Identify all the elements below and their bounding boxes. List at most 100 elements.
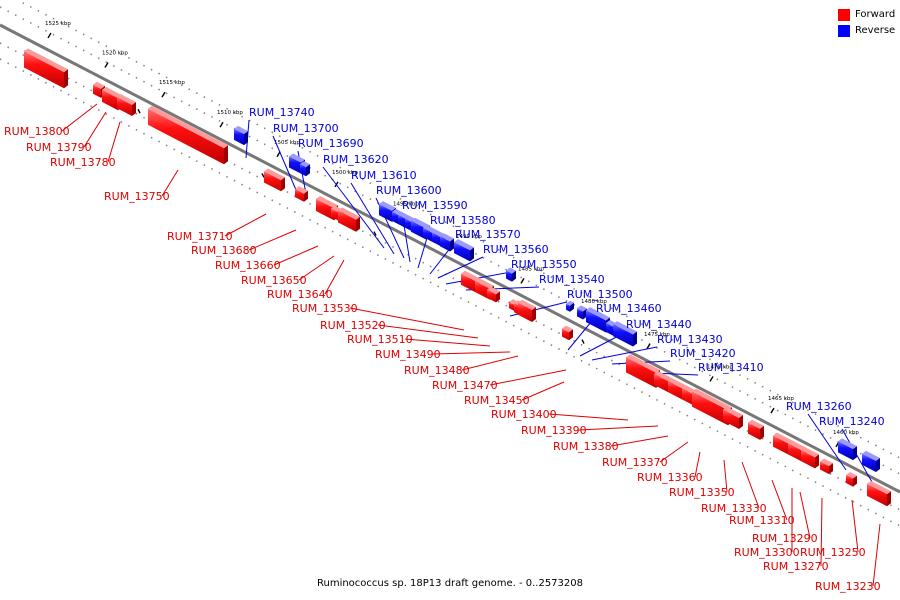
- forward-gene[interactable]: [487, 286, 500, 303]
- gene-leader-line: [741, 461, 760, 509]
- reverse-gene[interactable]: [506, 267, 516, 282]
- gene-top-face: [801, 447, 819, 458]
- reverse-gene[interactable]: [838, 438, 857, 461]
- gene-label[interactable]: RUM_13230: [815, 580, 881, 593]
- gene-label[interactable]: RUM_13690: [298, 137, 364, 150]
- gene-label[interactable]: RUM_13520: [320, 319, 386, 332]
- reverse-gene[interactable]: [300, 161, 310, 177]
- gene-label[interactable]: RUM_13580: [430, 214, 496, 227]
- gene-front-face: [506, 270, 512, 282]
- gene-front-face: [234, 128, 244, 146]
- gene-label[interactable]: RUM_13590: [402, 199, 468, 212]
- gene-top-face: [148, 105, 228, 149]
- gene-label[interactable]: RUM_13310: [729, 514, 795, 527]
- gene-label[interactable]: RUM_13350: [669, 486, 735, 499]
- gene-label[interactable]: RUM_13370: [602, 456, 668, 469]
- gene-label[interactable]: RUM_13610: [351, 169, 417, 182]
- tick-mark: [276, 151, 281, 158]
- gene-label[interactable]: RUM_13470: [432, 379, 498, 392]
- gene-top-face: [838, 438, 857, 450]
- forward-gene[interactable]: [846, 471, 857, 487]
- gene-front-face: [518, 302, 532, 323]
- forward-gene[interactable]: [748, 419, 764, 440]
- forward-gene[interactable]: [24, 48, 68, 89]
- gene-label[interactable]: RUM_13500: [567, 288, 633, 301]
- gene-label[interactable]: RUM_13330: [701, 502, 767, 515]
- gene-label[interactable]: RUM_13710: [167, 230, 233, 243]
- gene-label[interactable]: RUM_13550: [511, 258, 577, 271]
- reverse-gene[interactable]: [577, 305, 587, 320]
- legend-reverse-swatch: [838, 25, 850, 37]
- gene-label[interactable]: RUM_13570: [455, 228, 521, 241]
- gene-label[interactable]: RUM_13300: [734, 546, 800, 559]
- reverse-gene[interactable]: [440, 233, 454, 252]
- gene-label[interactable]: RUM_13430: [657, 333, 723, 346]
- gene-label[interactable]: RUM_13650: [241, 274, 307, 287]
- forward-gene[interactable]: [93, 81, 105, 98]
- forward-gene[interactable]: [820, 458, 833, 475]
- gene-front-face: [93, 84, 101, 98]
- gene-leader-line: [404, 338, 491, 347]
- gene-label[interactable]: RUM_13740: [249, 106, 315, 119]
- gene-label[interactable]: RUM_13360: [637, 471, 703, 484]
- gene-label[interactable]: RUM_13480: [404, 364, 470, 377]
- gene-label[interactable]: RUM_13660: [215, 259, 281, 272]
- gene-label[interactable]: RUM_13560: [483, 243, 549, 256]
- gene-top-face: [668, 378, 688, 390]
- gene-front-face: [820, 461, 829, 475]
- legend-forward-label: Forward: [855, 9, 896, 20]
- forward-gene[interactable]: [264, 168, 285, 192]
- gene-leader-line: [350, 182, 395, 255]
- forward-gene[interactable]: [117, 94, 136, 116]
- gene-label[interactable]: RUM_13540: [539, 273, 605, 286]
- reverse-gene[interactable]: [234, 125, 248, 146]
- gene-top-face: [379, 201, 396, 211]
- gene-label[interactable]: RUM_13440: [626, 318, 692, 331]
- gene-label[interactable]: RUM_13530: [292, 302, 358, 315]
- reverse-gene[interactable]: [454, 239, 474, 262]
- tick-mark: [219, 121, 224, 128]
- gene-label[interactable]: RUM_13700: [273, 122, 339, 135]
- gene-label[interactable]: RUM_13240: [819, 415, 885, 428]
- forward-gene[interactable]: [801, 447, 819, 469]
- forward-gene[interactable]: [867, 480, 891, 507]
- forward-gene[interactable]: [518, 299, 536, 323]
- reverse-gene[interactable]: [862, 450, 880, 473]
- forward-gene[interactable]: [295, 186, 308, 202]
- gene-label[interactable]: RUM_13640: [267, 288, 333, 301]
- reverse-gene[interactable]: [566, 300, 574, 312]
- tick-label: 1525 kbp: [45, 21, 71, 27]
- gene-side-face: [570, 302, 574, 312]
- gene-label[interactable]: RUM_13750: [104, 190, 170, 203]
- gene-label[interactable]: RUM_13680: [191, 244, 257, 257]
- gene-label[interactable]: RUM_13390: [521, 424, 587, 437]
- gene-side-face: [876, 458, 880, 473]
- gene-label[interactable]: RUM_13270: [763, 560, 829, 573]
- forward-gene[interactable]: [338, 207, 360, 232]
- gene-label[interactable]: RUM_13410: [698, 361, 764, 374]
- forward-gene[interactable]: [148, 105, 228, 165]
- gene-label[interactable]: RUM_13260: [786, 400, 852, 413]
- gene-label[interactable]: RUM_13510: [347, 333, 413, 346]
- tick-label: 1505 kbp: [274, 140, 300, 146]
- gene-label[interactable]: RUM_13800: [4, 125, 70, 138]
- reverse-gene[interactable]: [613, 321, 637, 347]
- gene-label[interactable]: RUM_13250: [800, 546, 866, 559]
- forward-gene[interactable]: [723, 406, 743, 429]
- gene-label[interactable]: RUM_13420: [670, 347, 736, 360]
- gene-label[interactable]: RUM_13620: [323, 153, 389, 166]
- gene-front-face: [338, 210, 356, 232]
- gene-top-face: [24, 48, 68, 73]
- gene-side-face: [244, 131, 248, 146]
- gene-label[interactable]: RUM_13600: [376, 184, 442, 197]
- gene-label[interactable]: RUM_13450: [464, 394, 530, 407]
- gene-label[interactable]: RUM_13490: [375, 348, 441, 361]
- gene-label[interactable]: RUM_13290: [752, 532, 818, 545]
- gene-label[interactable]: RUM_13460: [596, 302, 662, 315]
- gene-label[interactable]: RUM_13780: [50, 156, 116, 169]
- forward-gene[interactable]: [562, 325, 573, 341]
- gene-label[interactable]: RUM_13380: [553, 440, 619, 453]
- gene-label[interactable]: RUM_13400: [491, 408, 557, 421]
- gene-label[interactable]: RUM_13790: [26, 141, 92, 154]
- gene-leader-line: [771, 479, 788, 521]
